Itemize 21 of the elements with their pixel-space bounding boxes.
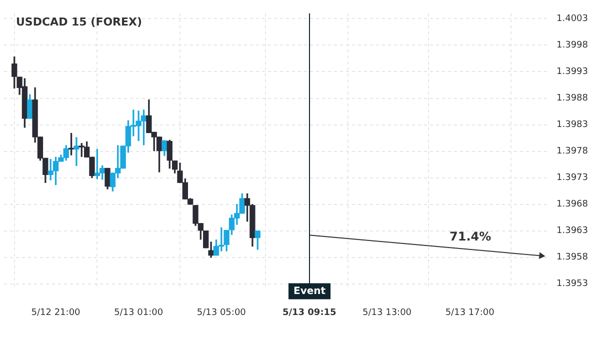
y-tick-label: 1.3988 bbox=[556, 94, 588, 104]
y-tick-label: 1.3983 bbox=[556, 120, 588, 130]
y-tick-label: 1.3993 bbox=[556, 67, 588, 78]
x-tick-label: 5/13 09:15 bbox=[282, 308, 336, 318]
chart-title: USDCAD 15 (FOREX) bbox=[16, 15, 142, 28]
x-tick-label: 5/13 05:00 bbox=[196, 308, 246, 318]
y-tick-label: 1.3958 bbox=[556, 252, 588, 263]
y-tick-label: 1.4003 bbox=[556, 14, 588, 24]
candlestick bbox=[74, 137, 80, 166]
annotation: 71.4% bbox=[450, 230, 492, 244]
x-tick-label: 5/13 17:00 bbox=[445, 308, 495, 318]
y-tick-label: 1.3998 bbox=[556, 40, 588, 51]
x-tick-label: 5/13 13:00 bbox=[362, 308, 412, 318]
y-tick-label: 1.3973 bbox=[556, 173, 588, 184]
y-tick-label: 1.3963 bbox=[556, 226, 588, 236]
y-tick-label: 1.3978 bbox=[556, 146, 588, 157]
x-tick-label: 5/12 21:00 bbox=[31, 308, 81, 318]
y-tick-label: 1.3968 bbox=[556, 200, 588, 210]
x-tick-label: 5/13 01:00 bbox=[114, 308, 164, 318]
ref-line-label: Event bbox=[293, 286, 326, 297]
y-tick-label: 1.3953 bbox=[556, 279, 588, 290]
